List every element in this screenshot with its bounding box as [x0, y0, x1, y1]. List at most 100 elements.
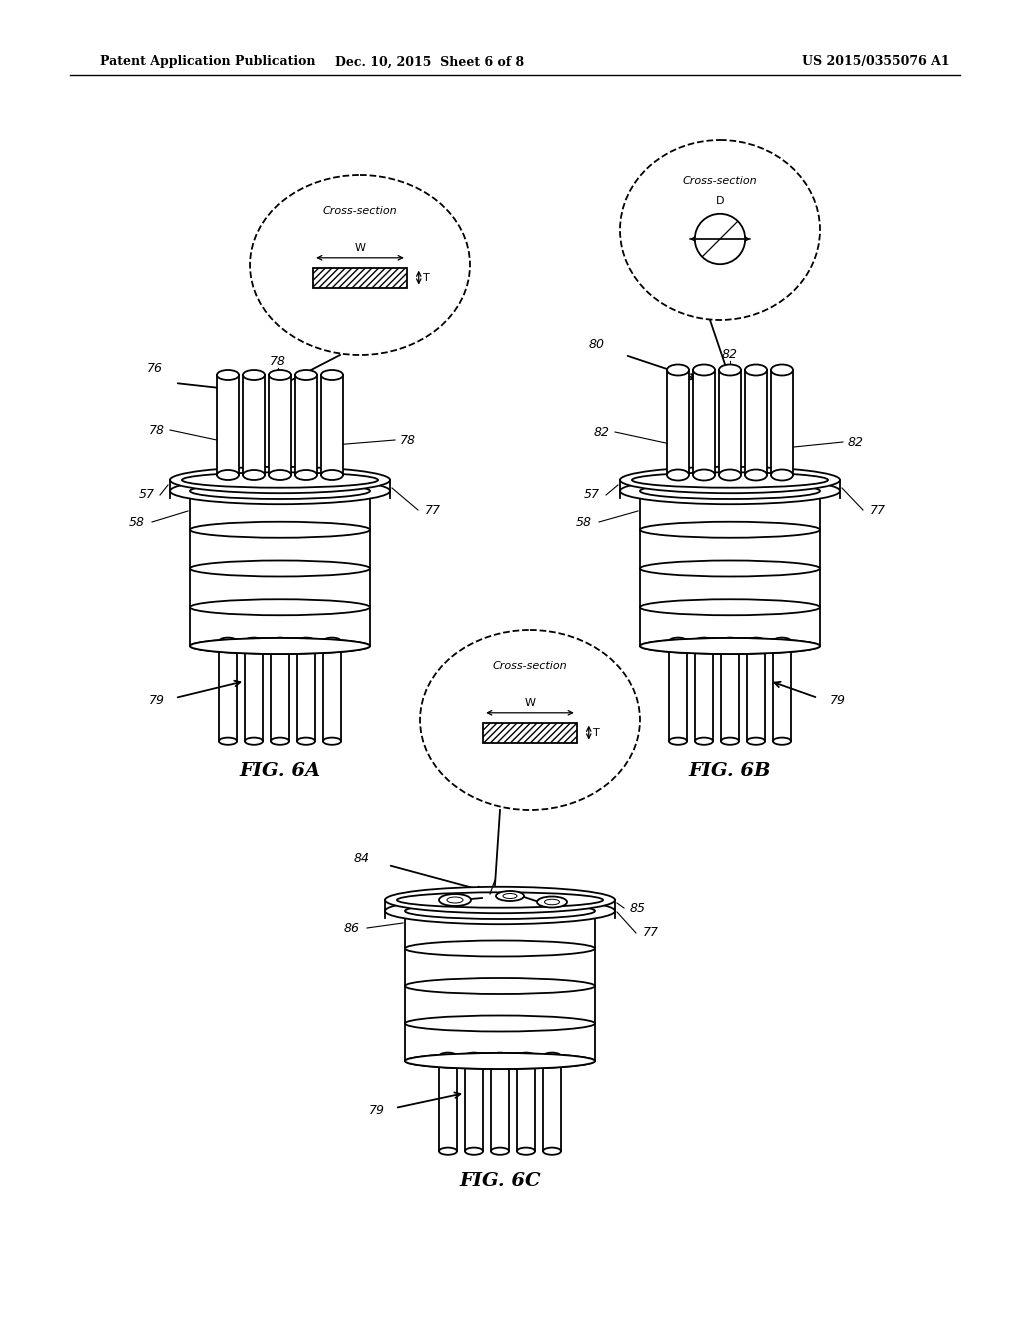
Bar	[439, 1056, 457, 1151]
Ellipse shape	[447, 898, 463, 903]
Text: 77: 77	[870, 503, 886, 516]
Ellipse shape	[745, 470, 767, 480]
Bar	[483, 723, 577, 742]
Bar	[719, 370, 741, 475]
Text: FIG. 6B: FIG. 6B	[689, 762, 771, 780]
Ellipse shape	[620, 478, 840, 504]
Ellipse shape	[420, 630, 640, 810]
Bar	[243, 375, 265, 475]
Ellipse shape	[693, 364, 715, 375]
Bar	[323, 642, 341, 742]
Text: 77: 77	[643, 927, 659, 940]
Ellipse shape	[517, 1147, 535, 1155]
Bar	[695, 642, 713, 742]
Text: 78: 78	[270, 355, 286, 368]
Text: 78: 78	[150, 424, 165, 437]
Ellipse shape	[465, 1147, 483, 1155]
Ellipse shape	[321, 370, 343, 380]
Ellipse shape	[323, 638, 341, 644]
Bar	[693, 370, 715, 475]
Text: FIG. 6A: FIG. 6A	[240, 762, 321, 780]
Ellipse shape	[773, 638, 791, 644]
Text: 82: 82	[848, 436, 864, 449]
Ellipse shape	[385, 887, 615, 913]
Bar	[721, 642, 739, 742]
Ellipse shape	[640, 483, 820, 499]
Ellipse shape	[219, 738, 237, 744]
Ellipse shape	[406, 1053, 595, 1069]
Ellipse shape	[620, 467, 840, 494]
Ellipse shape	[295, 470, 317, 480]
Bar	[490, 1056, 509, 1151]
Ellipse shape	[406, 1053, 595, 1069]
Ellipse shape	[385, 898, 615, 924]
Ellipse shape	[243, 470, 265, 480]
Ellipse shape	[271, 738, 289, 744]
Ellipse shape	[406, 978, 595, 994]
Ellipse shape	[667, 364, 689, 375]
Text: Patent Application Publication: Patent Application Publication	[100, 55, 315, 69]
Ellipse shape	[503, 894, 517, 899]
Bar	[517, 1056, 535, 1151]
Ellipse shape	[170, 467, 390, 494]
Ellipse shape	[271, 638, 289, 644]
Ellipse shape	[439, 1147, 457, 1155]
Ellipse shape	[543, 1147, 561, 1155]
Bar	[295, 375, 317, 475]
Bar	[667, 370, 689, 475]
Ellipse shape	[693, 470, 715, 480]
Bar	[746, 642, 765, 742]
Ellipse shape	[182, 473, 378, 487]
Bar	[271, 642, 289, 742]
Ellipse shape	[269, 370, 291, 380]
Ellipse shape	[439, 1052, 457, 1060]
Ellipse shape	[406, 940, 595, 957]
Ellipse shape	[190, 561, 370, 577]
Text: Dec. 10, 2015  Sheet 6 of 8: Dec. 10, 2015 Sheet 6 of 8	[336, 55, 524, 69]
Ellipse shape	[640, 599, 820, 615]
Ellipse shape	[771, 364, 793, 375]
Text: 57: 57	[139, 488, 155, 502]
Ellipse shape	[490, 1052, 509, 1060]
Ellipse shape	[745, 364, 767, 375]
Text: 82: 82	[722, 348, 738, 360]
Bar	[745, 370, 767, 475]
Text: 57: 57	[584, 488, 600, 502]
Bar	[669, 642, 687, 742]
Ellipse shape	[543, 1052, 561, 1060]
Ellipse shape	[773, 738, 791, 744]
Ellipse shape	[243, 370, 265, 380]
Ellipse shape	[297, 638, 315, 644]
Ellipse shape	[190, 638, 370, 653]
Bar	[321, 375, 343, 475]
Text: 79: 79	[369, 1105, 385, 1118]
Ellipse shape	[545, 899, 559, 904]
Ellipse shape	[537, 896, 567, 908]
Ellipse shape	[323, 738, 341, 744]
Text: US 2015/0355076 A1: US 2015/0355076 A1	[803, 55, 950, 69]
Circle shape	[695, 214, 745, 264]
Text: 58: 58	[575, 516, 592, 528]
Text: 79: 79	[150, 694, 165, 708]
Text: 79: 79	[830, 694, 846, 708]
Ellipse shape	[190, 521, 370, 537]
Bar	[217, 375, 239, 475]
Ellipse shape	[295, 370, 317, 380]
Ellipse shape	[406, 903, 595, 919]
Bar	[297, 642, 315, 742]
Ellipse shape	[245, 738, 263, 744]
Ellipse shape	[496, 891, 524, 902]
Text: 82: 82	[594, 425, 610, 438]
Bar	[313, 268, 407, 288]
Bar	[543, 1056, 561, 1151]
Bar	[771, 370, 793, 475]
Text: 82: 82	[785, 242, 801, 255]
Ellipse shape	[695, 738, 713, 744]
Ellipse shape	[695, 638, 713, 644]
Ellipse shape	[669, 638, 687, 644]
Text: 78: 78	[400, 433, 416, 446]
Text: 84: 84	[354, 851, 370, 865]
Text: D: D	[716, 195, 724, 206]
Ellipse shape	[170, 478, 390, 504]
Ellipse shape	[620, 140, 820, 319]
